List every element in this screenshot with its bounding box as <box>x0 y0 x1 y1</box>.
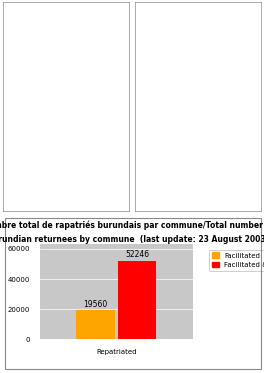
Text: 19560: 19560 <box>84 300 108 309</box>
Bar <box>77 310 115 339</box>
Text: Nombre total de rapatriés burundais par commune/Total number of: Nombre total de rapatriés burundais par … <box>0 220 264 229</box>
Text: 52246: 52246 <box>125 250 149 259</box>
Text: Burundian returnees by commune  (last update: 23 August 2003): Burundian returnees by commune (last upd… <box>0 235 264 244</box>
Legend: Facilitated, Facilitated & Spontaneous: Facilitated, Facilitated & Spontaneous <box>209 250 264 270</box>
Bar <box>118 261 156 339</box>
